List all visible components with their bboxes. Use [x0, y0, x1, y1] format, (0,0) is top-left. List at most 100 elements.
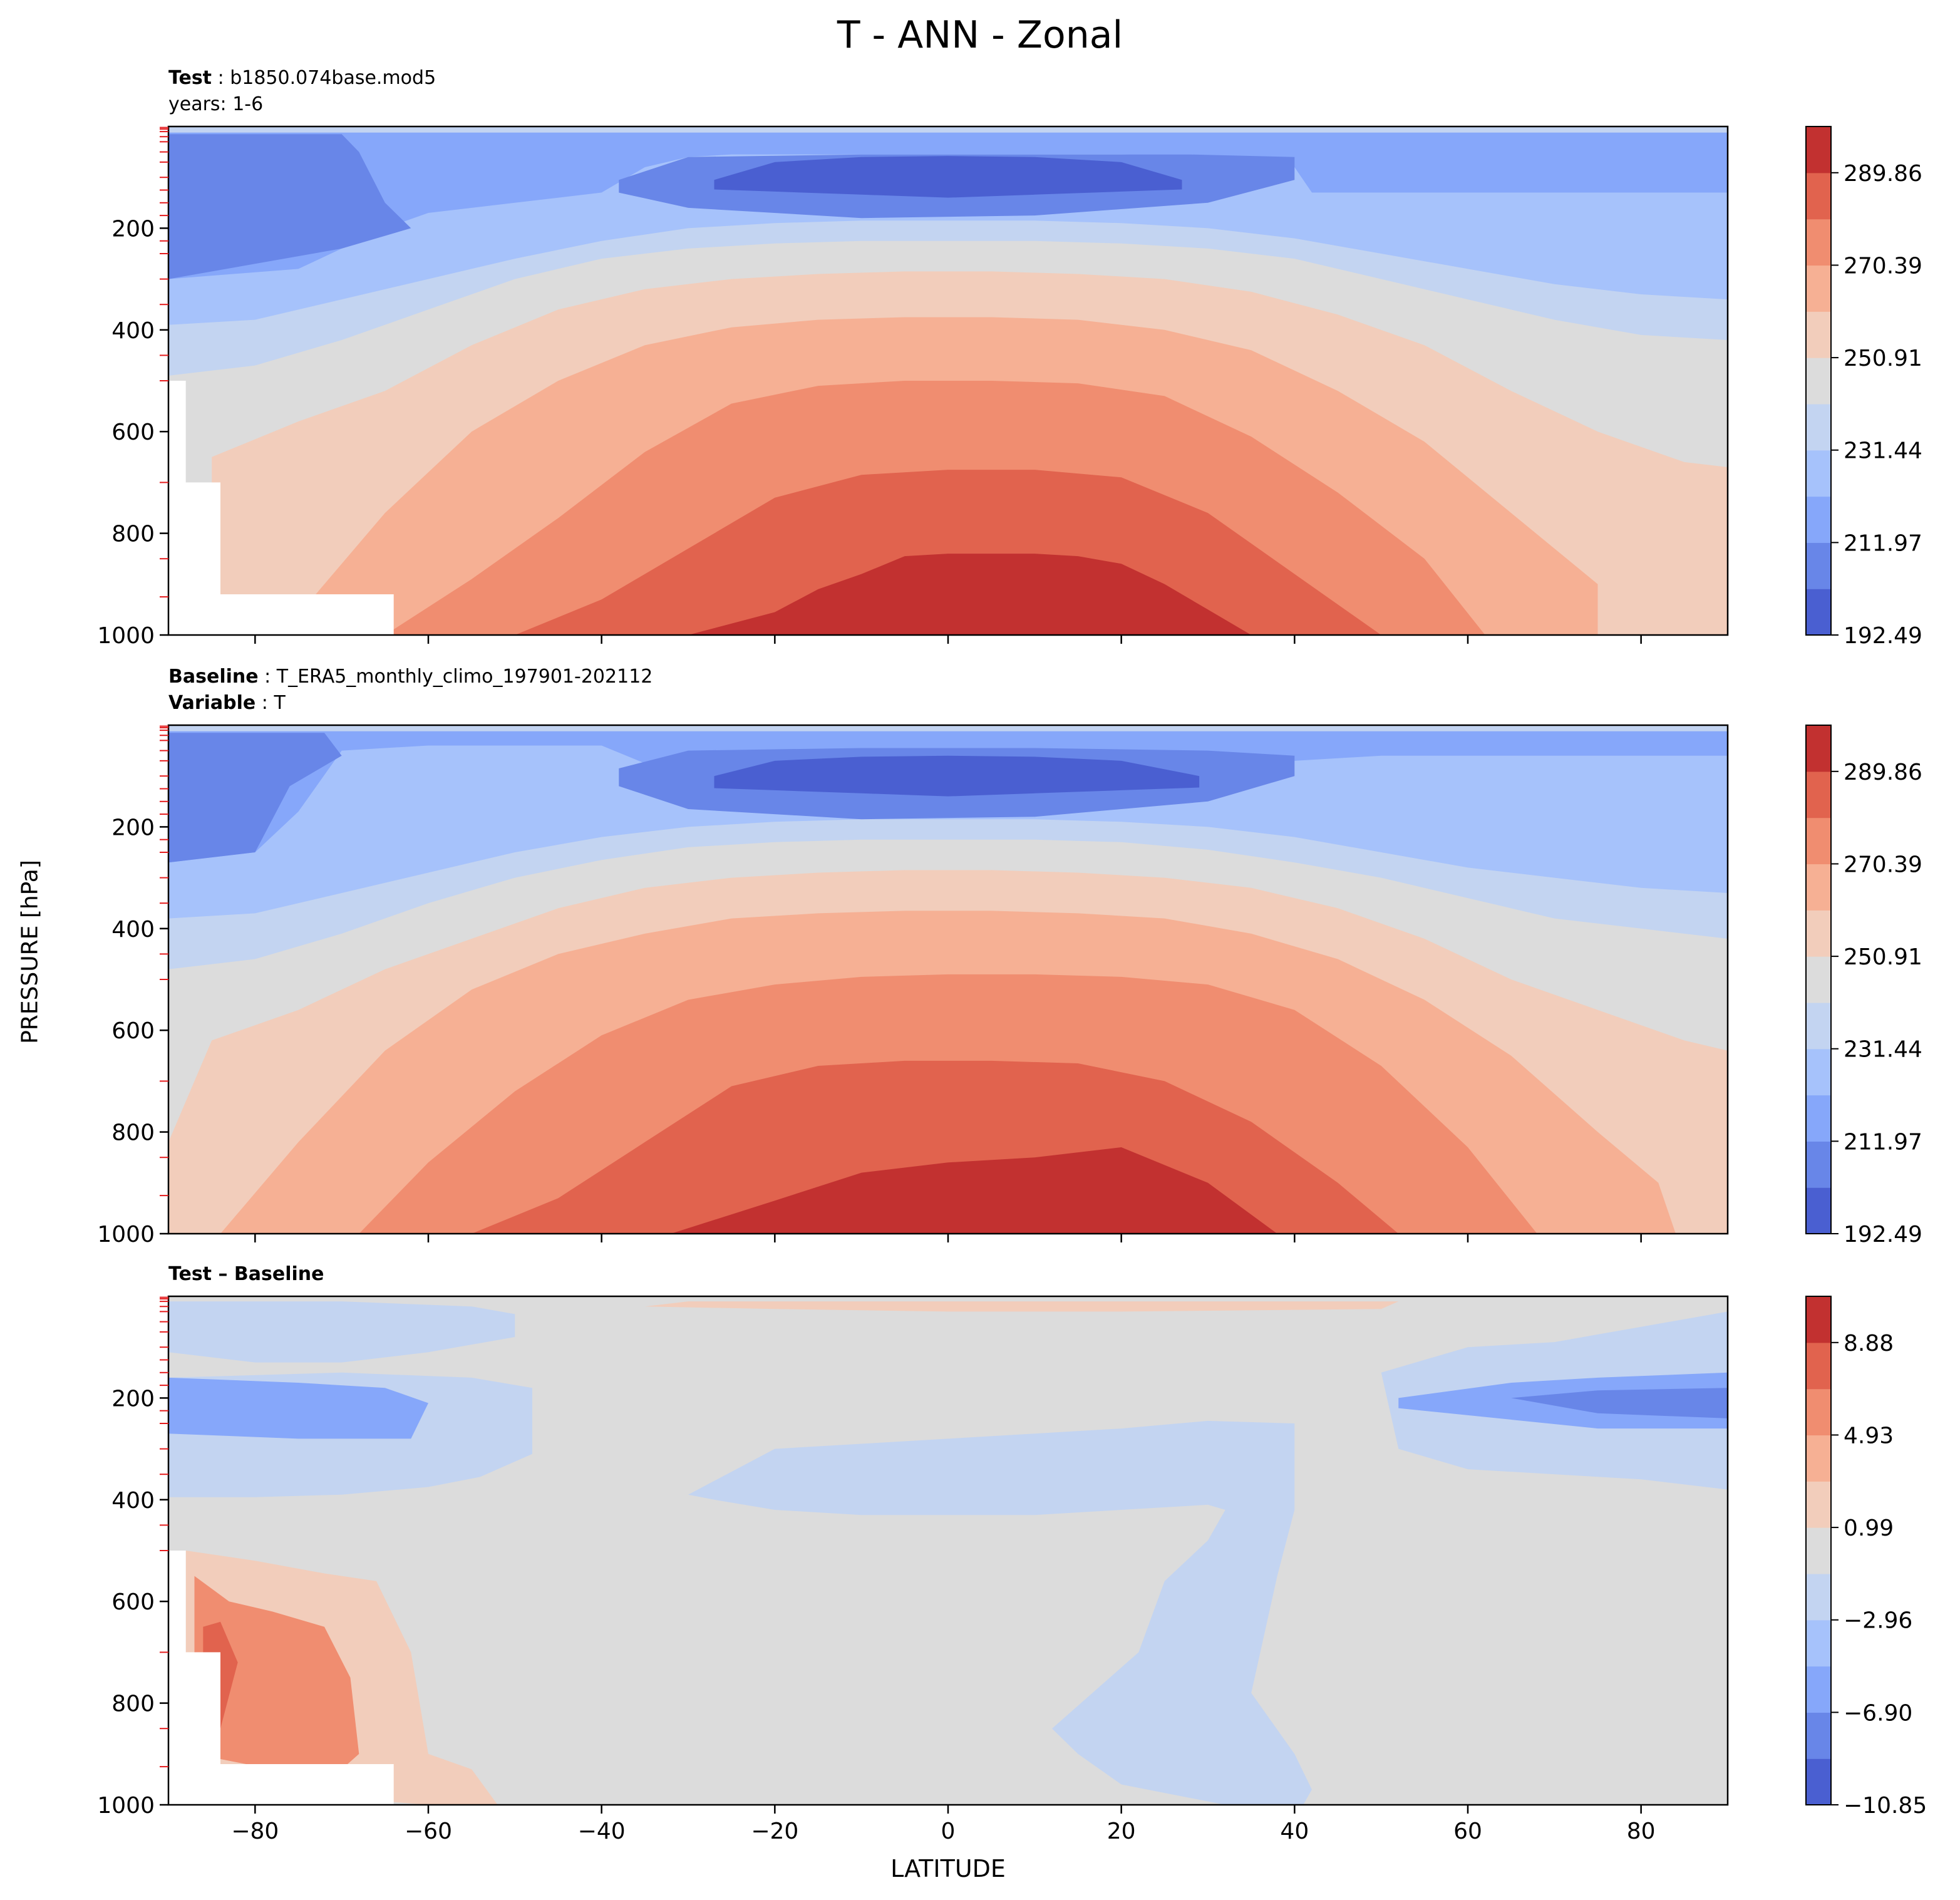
colorbar-band [1806, 265, 1831, 312]
panel-2-axes: 200 400 600 800 1000 [97, 724, 1729, 1247]
colorbar-band [1806, 1573, 1831, 1621]
colorbar-band [1806, 358, 1831, 405]
y-tick-label: 800 [111, 1120, 155, 1146]
test-case-name: b1850.074base.mod5 [230, 67, 436, 89]
colorbar-tick-label: 0.99 [1844, 1515, 1894, 1541]
colorbar-tick-label: 250.91 [1844, 944, 1922, 970]
panel3-header: Test – Baseline [168, 1261, 324, 1288]
colorbar-band [1806, 450, 1831, 497]
colorbar-band [1806, 1712, 1831, 1759]
contour-band [168, 132, 1728, 279]
colorbar-band [1806, 1435, 1831, 1482]
diff-label: Test – Baseline [168, 1263, 324, 1285]
contour-band [194, 1576, 359, 1770]
polar-cold-pool [168, 134, 411, 279]
y-tick-label: 200 [111, 216, 155, 242]
colorbar-band [1806, 1048, 1831, 1096]
colorbar-band [1806, 311, 1831, 358]
colorbar-tick-label: −2.96 [1844, 1608, 1912, 1634]
baseline-case-name: T_ERA5_monthly_climo_197901-202112 [276, 666, 653, 688]
y-tick-label: 600 [111, 1589, 155, 1615]
y-tick-label: 600 [111, 1018, 155, 1044]
colorbar-band [1806, 956, 1831, 1003]
colorbar-band [1806, 725, 1831, 772]
colorbar-tick-label: 289.86 [1844, 161, 1922, 187]
panel2-header-line1: Baseline : T_ERA5_monthly_climo_197901-2… [168, 666, 653, 688]
x-tick-label: −60 [405, 1819, 452, 1844]
figure-title: T - ANN - Zonal [837, 13, 1123, 57]
colorbar-band [1806, 1527, 1831, 1574]
y-tick-label: 1000 [97, 1793, 155, 1819]
variable-label: Variable [168, 692, 256, 714]
colorbar-tick-label: 192.49 [1844, 1222, 1922, 1247]
colorbar-tick-label: 231.44 [1844, 1037, 1922, 1063]
colorbar-band [1806, 172, 1831, 220]
y-tick-label: 200 [111, 1386, 155, 1412]
panel2-header-line2: Variable : T [168, 692, 286, 714]
colorbar-3: −10.85 −6.90 −2.96 0.99 4.93 8.88 [1805, 1296, 1927, 1819]
colorbar-band [1806, 126, 1831, 173]
colorbar-band [1806, 1388, 1831, 1436]
tropopause-cold-core [714, 755, 1200, 797]
colorbar-tick-label: 231.44 [1844, 438, 1922, 464]
panel1-header-line2: years: 1-6 [168, 93, 264, 115]
panel-1-contours [168, 126, 1728, 635]
colorbar-band [1806, 1141, 1831, 1188]
x-axis-label: LATITUDE [890, 1855, 1006, 1882]
colorbar-band [1806, 1187, 1831, 1234]
x-tick-label: 20 [1107, 1819, 1136, 1844]
contour-band [168, 126, 1728, 133]
panel-2-contours [168, 725, 1728, 1234]
colorbar-tick-label: 8.88 [1844, 1331, 1894, 1356]
y-tick-label: 1000 [97, 1222, 155, 1247]
colorbar-band [1806, 542, 1831, 589]
contour-band [688, 554, 1252, 635]
colorbar-band [1806, 1002, 1831, 1050]
colorbar-band [1806, 771, 1831, 818]
colorbar-1: 192.49 211.97 231.44 250.91 270.39 289.86 [1805, 126, 1922, 649]
contour-band [688, 1420, 1312, 1805]
colorbar-frame [1805, 1296, 1832, 1805]
colorbar-tick-label: 250.91 [1844, 346, 1922, 371]
x-tick-label: −80 [231, 1819, 279, 1844]
colorbar-tick-label: −6.90 [1844, 1700, 1912, 1726]
colorbar-band [1806, 1666, 1831, 1713]
panel-3-axes: 200 400 600 800 1000 −80 −60 −40 −20 0 20 40 60 80 [97, 1295, 1729, 1844]
colorbar-tick-label: 211.97 [1844, 1129, 1922, 1155]
colorbar-band [1806, 1758, 1831, 1805]
x-tick-label: −40 [578, 1819, 626, 1844]
colorbar-band [1806, 1095, 1831, 1142]
contour-band [168, 1301, 515, 1363]
colorbar-band [1806, 1296, 1831, 1343]
polar-cold-pool [168, 733, 342, 863]
colorbar-tick-label: 289.86 [1844, 760, 1922, 785]
x-tick-label: 40 [1280, 1819, 1309, 1844]
contour-band [671, 1147, 1277, 1234]
tropopause-cold-core [714, 156, 1182, 198]
colorbar-tick-label: 4.93 [1844, 1423, 1894, 1448]
y-tick-label: 1000 [97, 623, 155, 649]
y-tick-label: 400 [111, 1488, 155, 1514]
colorbar-tick-label: 211.97 [1844, 530, 1922, 556]
colorbar-tick-label: 192.49 [1844, 623, 1922, 649]
x-tick-label: 80 [1627, 1819, 1656, 1844]
panel-1-axes: 200 400 600 800 1000 [97, 125, 1729, 649]
test-label: Test [168, 67, 212, 89]
panel1-header-line1: Test : b1850.074base.mod5 [168, 67, 436, 89]
variable-name: T [274, 692, 286, 714]
colorbar-band [1806, 1342, 1831, 1390]
colorbar-2: 192.49 211.97 231.44 250.91 270.39 289.86 [1805, 725, 1922, 1247]
colorbar-band [1806, 817, 1831, 865]
y-tick-label: 400 [111, 917, 155, 942]
colorbar-band [1806, 910, 1831, 957]
missing-data-mask [168, 381, 394, 635]
colorbar-band [1806, 864, 1831, 911]
y-tick-label: 600 [111, 420, 155, 445]
contour-band [168, 725, 1728, 731]
colorbar-tick-label: 270.39 [1844, 253, 1922, 279]
panel-3-contours [168, 1296, 1728, 1805]
missing-data-mask [168, 1551, 394, 1805]
y-tick-label: 800 [111, 522, 155, 547]
y-tick-label: 400 [111, 318, 155, 344]
